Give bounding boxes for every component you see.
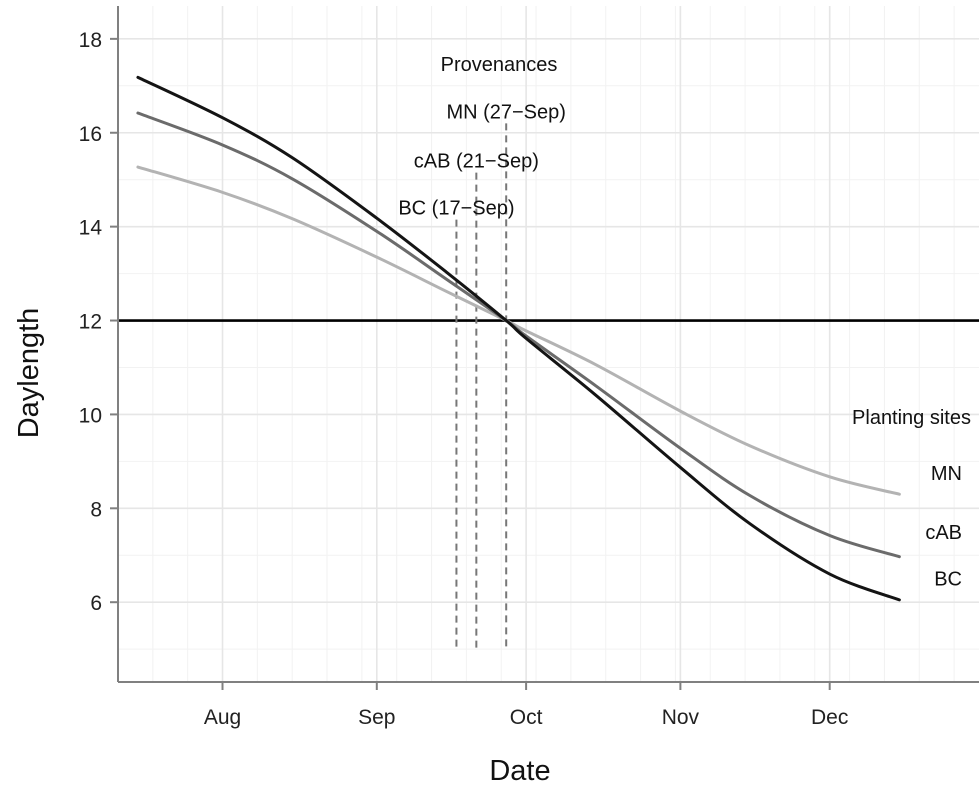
site-label-cab: cAB — [925, 522, 962, 544]
y-axis-title: Daylength — [13, 308, 45, 439]
x-tick-label: Dec — [811, 706, 848, 729]
axes-group — [117, 6, 979, 683]
x-tick-label: Sep — [358, 706, 395, 729]
y-tick-label: 8 — [90, 498, 102, 521]
series-line-mn — [136, 165, 901, 496]
series-lines-group — [136, 75, 901, 602]
marker-label: MN (27−Sep) — [446, 101, 566, 123]
provenances-annotation: Provenances — [441, 54, 558, 76]
x-tick-label: Aug — [204, 706, 241, 729]
y-tick-label: 12 — [79, 311, 102, 334]
y-tick-label: 18 — [79, 29, 102, 52]
marker-label: cAB (21−Sep) — [414, 151, 539, 173]
y-tick-label: 6 — [90, 592, 102, 615]
site-label-bc: BC — [934, 569, 962, 591]
y-tick-label: 14 — [79, 217, 103, 240]
marker-label: BC (17−Sep) — [398, 198, 514, 220]
y-tick-label: 10 — [79, 404, 102, 427]
planting-sites-annotation: Planting sites — [852, 407, 971, 429]
x-axis-title: Date — [489, 755, 550, 786]
major-grid — [118, 6, 979, 682]
site-label-mn: MN — [931, 463, 962, 485]
x-tick-label: Nov — [662, 706, 700, 729]
series-line-bc — [136, 75, 901, 602]
y-tick-label: 16 — [79, 123, 102, 146]
tick-labels-group: 6 8 10 12 14 16 18 Aug Sep Oct Nov Dec — [79, 29, 849, 729]
annotations-group: Provenances Planting sites MN cAB BC — [441, 54, 971, 591]
x-tick-label: Oct — [510, 706, 543, 729]
marker-lines-group: MN (27−Sep) cAB (21−Sep) BC (17−Sep) — [398, 101, 566, 650]
